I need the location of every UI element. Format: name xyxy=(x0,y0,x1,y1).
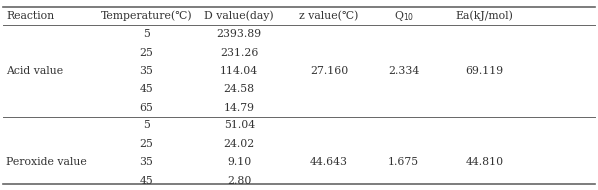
Text: 24.02: 24.02 xyxy=(224,139,255,149)
Text: 35: 35 xyxy=(139,66,154,76)
Text: Peroxide value: Peroxide value xyxy=(6,157,87,167)
Text: 27.160: 27.160 xyxy=(310,66,348,76)
Text: 1.675: 1.675 xyxy=(388,157,419,167)
Text: 25: 25 xyxy=(139,139,154,149)
Text: 51.04: 51.04 xyxy=(224,120,255,130)
Text: 35: 35 xyxy=(139,157,154,167)
Text: 5: 5 xyxy=(143,120,150,130)
Text: 231.26: 231.26 xyxy=(220,48,258,58)
Text: 2.334: 2.334 xyxy=(388,66,419,76)
Text: Ea(kJ/mol): Ea(kJ/mol) xyxy=(456,11,513,21)
Text: Q$_{10}$: Q$_{10}$ xyxy=(393,9,414,23)
Text: 25: 25 xyxy=(139,48,154,58)
Text: 2393.89: 2393.89 xyxy=(216,29,262,39)
Text: Temperature(℃): Temperature(℃) xyxy=(100,11,193,21)
Text: 44.643: 44.643 xyxy=(310,157,348,167)
Text: 45: 45 xyxy=(140,85,153,94)
Text: 24.58: 24.58 xyxy=(224,85,255,94)
Text: 69.119: 69.119 xyxy=(465,66,504,76)
Text: 45: 45 xyxy=(140,176,153,186)
Text: 9.10: 9.10 xyxy=(227,157,251,167)
Text: 65: 65 xyxy=(139,103,154,113)
Text: 14.79: 14.79 xyxy=(224,103,255,113)
Text: Reaction: Reaction xyxy=(6,11,54,21)
Text: z value(℃): z value(℃) xyxy=(299,11,359,21)
Text: 2.80: 2.80 xyxy=(227,176,251,186)
Text: 44.810: 44.810 xyxy=(465,157,504,167)
Text: D value(day): D value(day) xyxy=(205,11,274,21)
Text: 5: 5 xyxy=(143,29,150,39)
Text: Acid value: Acid value xyxy=(6,66,63,76)
Text: 114.04: 114.04 xyxy=(220,66,258,76)
